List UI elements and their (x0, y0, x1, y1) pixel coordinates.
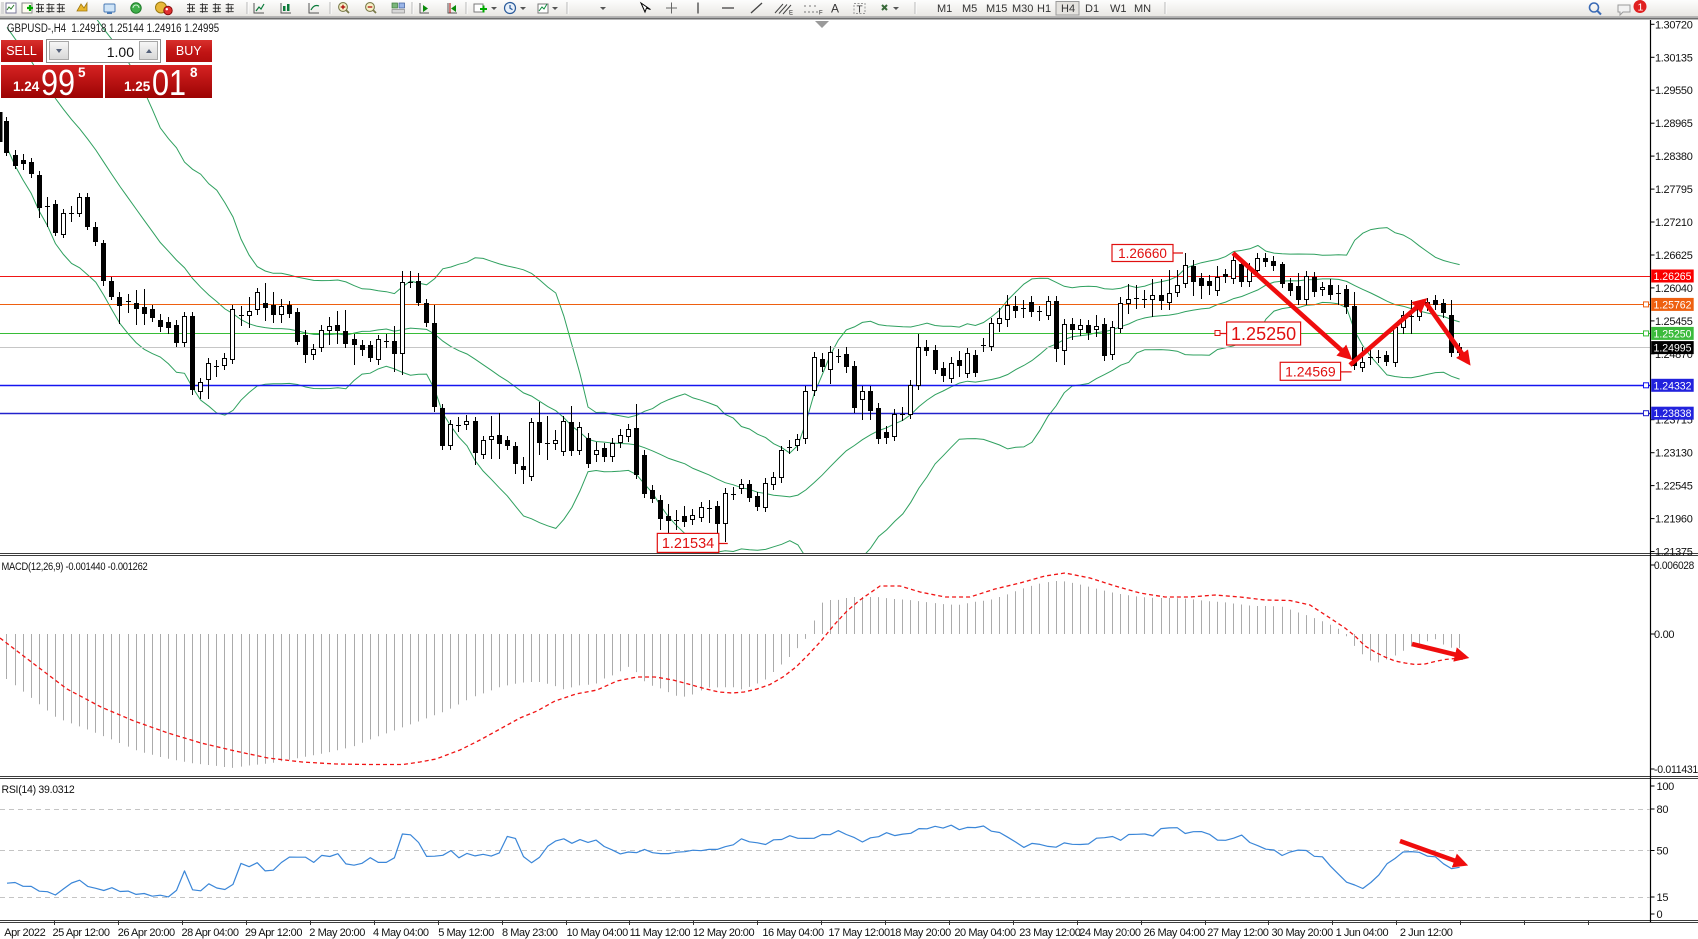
svg-text:1 Jun 04:00: 1 Jun 04:00 (1336, 927, 1389, 939)
svg-text:0.00: 0.00 (1654, 629, 1674, 641)
svg-text:1.28965: 1.28965 (1655, 118, 1693, 130)
svg-text:29 Apr 12:00: 29 Apr 12:00 (245, 927, 302, 939)
svg-text:1.23838: 1.23838 (1654, 408, 1692, 420)
svg-text:1.26660: 1.26660 (1118, 246, 1167, 261)
svg-text:25 Apr 12:00: 25 Apr 12:00 (53, 927, 110, 939)
svg-text:28 Apr 04:00: 28 Apr 04:00 (182, 927, 239, 939)
svg-text:26 May 04:00: 26 May 04:00 (1144, 927, 1206, 939)
svg-text:1: 1 (1638, 2, 1644, 14)
svg-text:0: 0 (1657, 909, 1663, 921)
svg-text:24 May 20:00: 24 May 20:00 (1079, 927, 1141, 939)
svg-text:1.24332: 1.24332 (1654, 380, 1692, 392)
svg-text:M1: M1 (937, 3, 952, 15)
svg-text:0.006028: 0.006028 (1654, 560, 1694, 572)
svg-text:1.25250: 1.25250 (1654, 328, 1692, 340)
svg-text:Apr 2022: Apr 2022 (4, 927, 45, 939)
svg-text:M30: M30 (1012, 3, 1033, 15)
svg-text:20 May 04:00: 20 May 04:00 (954, 927, 1016, 939)
svg-text:12 May 20:00: 12 May 20:00 (693, 927, 755, 939)
svg-text:1.27795: 1.27795 (1655, 184, 1693, 196)
svg-text:1.23130: 1.23130 (1655, 448, 1693, 460)
svg-text:5 May 12:00: 5 May 12:00 (438, 927, 494, 939)
svg-text:50: 50 (1657, 846, 1669, 858)
svg-text:1.26040: 1.26040 (1655, 283, 1693, 295)
svg-text:H4: H4 (1061, 3, 1075, 15)
svg-text:RSI(14) 39.0312: RSI(14) 39.0312 (2, 784, 75, 796)
svg-text:D1: D1 (1085, 3, 1099, 15)
svg-text:W1: W1 (1110, 3, 1127, 15)
svg-text:1.24569: 1.24569 (1285, 363, 1336, 379)
svg-text:H1: H1 (1037, 3, 1051, 15)
svg-text:23 May 12:00: 23 May 12:00 (1019, 927, 1081, 939)
svg-text:30 May 20:00: 30 May 20:00 (1272, 927, 1334, 939)
svg-text:E: E (789, 11, 793, 17)
svg-text:2 Jun 12:00: 2 Jun 12:00 (1400, 927, 1453, 939)
svg-text:1.22545: 1.22545 (1655, 481, 1693, 493)
svg-text:11 May 12:00: 11 May 12:00 (630, 927, 691, 939)
svg-text:MACD(12,26,9) -0.001440 -0.001: MACD(12,26,9) -0.001440 -0.001262 (2, 561, 148, 573)
svg-text:A: A (831, 2, 839, 16)
svg-text:80: 80 (1657, 804, 1669, 816)
svg-text:1.21375: 1.21375 (1655, 547, 1693, 559)
svg-text:MN: MN (1134, 3, 1151, 15)
svg-text:M5: M5 (962, 3, 977, 15)
svg-text:18 May 20:00: 18 May 20:00 (890, 927, 952, 939)
svg-text:16 May 04:00: 16 May 04:00 (762, 927, 824, 939)
svg-text:M15: M15 (986, 3, 1007, 15)
svg-text:10 May 04:00: 10 May 04:00 (567, 927, 629, 939)
svg-text:26 Apr 20:00: 26 Apr 20:00 (118, 927, 175, 939)
svg-text:1.26625: 1.26625 (1655, 250, 1693, 262)
svg-text:1.30720: 1.30720 (1655, 19, 1693, 31)
svg-text:100: 100 (1657, 781, 1675, 793)
svg-text:17 May 12:00: 17 May 12:00 (828, 927, 890, 939)
svg-text:-0.011431: -0.011431 (1654, 764, 1698, 776)
svg-text:T: T (857, 5, 863, 16)
svg-text:1.29550: 1.29550 (1655, 85, 1693, 97)
svg-text:1.28380: 1.28380 (1655, 151, 1693, 163)
svg-text:1.25762: 1.25762 (1654, 299, 1692, 311)
svg-text:4 May 04:00: 4 May 04:00 (373, 927, 429, 939)
svg-text:8 May 23:00: 8 May 23:00 (502, 927, 558, 939)
svg-text:1.21960: 1.21960 (1655, 514, 1693, 526)
svg-text:1.30135: 1.30135 (1655, 52, 1693, 64)
svg-text:2 May 20:00: 2 May 20:00 (309, 927, 365, 939)
svg-text:1.26265: 1.26265 (1654, 271, 1692, 283)
svg-text:F: F (819, 11, 823, 17)
svg-text:1.25250: 1.25250 (1231, 324, 1296, 344)
svg-text:1.24995: 1.24995 (1654, 343, 1692, 355)
svg-text:1.21534: 1.21534 (662, 536, 714, 552)
svg-text:15: 15 (1657, 892, 1669, 904)
svg-text:27 May 12:00: 27 May 12:00 (1207, 927, 1269, 939)
svg-text:1.25455: 1.25455 (1655, 316, 1693, 328)
svg-text:1.27210: 1.27210 (1655, 217, 1693, 229)
